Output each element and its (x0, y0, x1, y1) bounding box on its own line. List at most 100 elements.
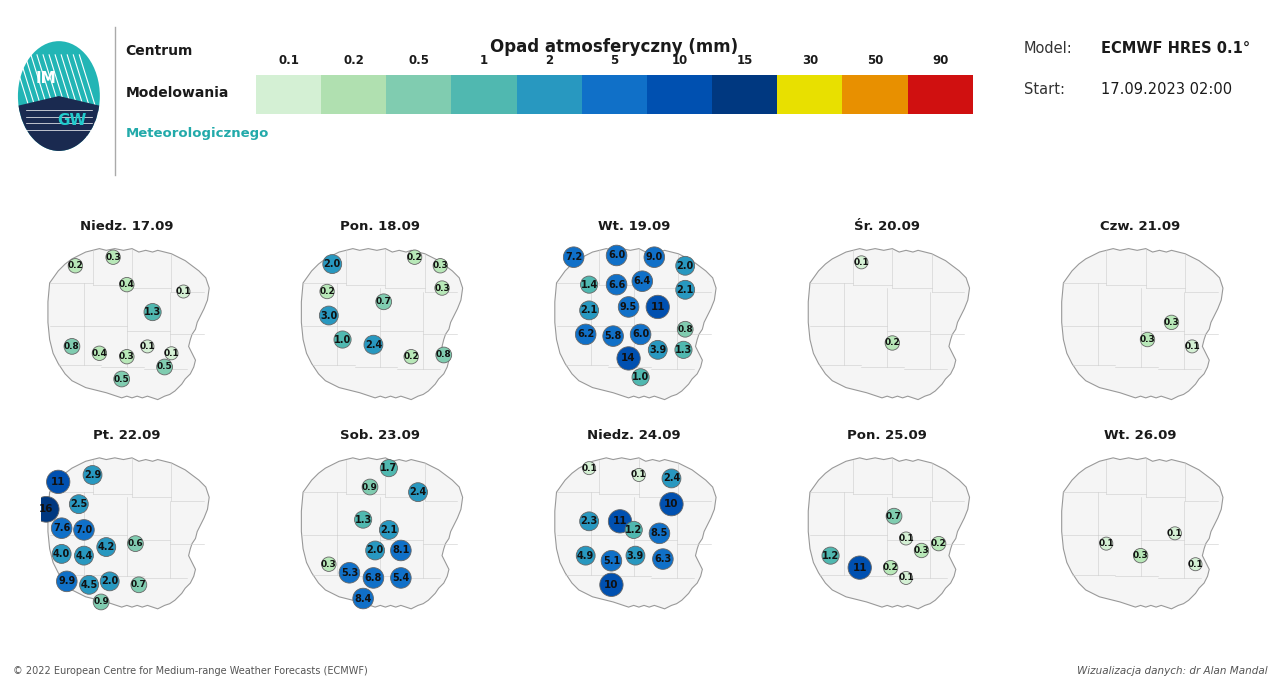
Circle shape (632, 368, 649, 386)
Circle shape (649, 523, 669, 543)
Circle shape (165, 346, 178, 359)
Circle shape (900, 532, 913, 545)
Polygon shape (47, 248, 209, 399)
Polygon shape (808, 458, 969, 608)
Text: 8.4: 8.4 (355, 593, 371, 604)
Text: 3.0: 3.0 (320, 311, 338, 320)
Text: Czw. 21.09: Czw. 21.09 (1101, 220, 1180, 233)
Text: Sob. 23.09: Sob. 23.09 (340, 429, 420, 442)
Text: 15: 15 (736, 54, 753, 67)
Text: 1.3: 1.3 (355, 514, 371, 525)
Text: 7.0: 7.0 (76, 525, 92, 535)
Text: 3.9: 3.9 (627, 551, 644, 560)
Circle shape (320, 306, 338, 325)
Text: 10: 10 (664, 499, 678, 509)
Circle shape (100, 572, 119, 591)
Text: 0.1: 0.1 (1098, 539, 1114, 548)
Text: 6.4: 6.4 (634, 276, 652, 286)
Circle shape (607, 245, 627, 265)
Text: 0.5: 0.5 (408, 54, 429, 67)
Circle shape (323, 255, 342, 274)
Text: IM: IM (36, 71, 56, 86)
Text: 0.3: 0.3 (914, 546, 929, 555)
Circle shape (581, 276, 598, 293)
Text: 8.1: 8.1 (392, 545, 410, 556)
Text: 2.0: 2.0 (101, 576, 118, 587)
Text: 7.6: 7.6 (52, 523, 70, 533)
Text: 6.3: 6.3 (654, 554, 672, 564)
Text: 1.4: 1.4 (581, 280, 598, 289)
Text: 2.4: 2.4 (365, 340, 381, 350)
Text: 0.3: 0.3 (119, 352, 134, 362)
Text: 0.7: 0.7 (886, 512, 902, 521)
Text: 2.0: 2.0 (366, 545, 384, 556)
Polygon shape (301, 458, 462, 608)
Text: 4.4: 4.4 (76, 551, 92, 560)
Text: 17.09.2023 02:00: 17.09.2023 02:00 (1101, 82, 1231, 97)
Bar (908, 75, 973, 114)
Text: 0.1: 0.1 (1167, 529, 1183, 538)
Text: 7.2: 7.2 (564, 252, 582, 262)
Text: 5.8: 5.8 (604, 331, 622, 341)
Text: 0.1: 0.1 (1188, 560, 1203, 569)
Text: © 2022 European Centre for Medium-range Weather Forecasts (ECMWF): © 2022 European Centre for Medium-range … (13, 665, 367, 676)
Text: 0.3: 0.3 (433, 261, 448, 270)
Text: 4.9: 4.9 (577, 551, 594, 560)
Polygon shape (1061, 458, 1222, 608)
Text: 4.2: 4.2 (97, 542, 115, 552)
Text: 0.1: 0.1 (899, 573, 914, 582)
Text: 2: 2 (545, 54, 553, 67)
Text: Wt. 19.09: Wt. 19.09 (598, 220, 669, 233)
Text: 1: 1 (480, 54, 488, 67)
Text: 0.4: 0.4 (91, 348, 108, 358)
Circle shape (33, 497, 59, 522)
Text: 5: 5 (611, 54, 618, 67)
Text: 0.7: 0.7 (376, 297, 392, 306)
Circle shape (900, 571, 913, 584)
Circle shape (855, 256, 868, 269)
Text: 9.0: 9.0 (645, 252, 663, 262)
Circle shape (74, 519, 95, 540)
Text: 14: 14 (621, 353, 636, 364)
Text: 1.3: 1.3 (675, 345, 692, 355)
Text: 0.1: 0.1 (175, 287, 191, 296)
Text: 0.3: 0.3 (1133, 551, 1148, 560)
Bar (712, 75, 777, 114)
Text: 8.5: 8.5 (650, 528, 668, 539)
Text: 0.3: 0.3 (434, 283, 451, 292)
Circle shape (1185, 340, 1198, 353)
Circle shape (626, 546, 645, 565)
Circle shape (106, 250, 120, 264)
Text: 11: 11 (51, 477, 65, 487)
Text: 0.3: 0.3 (105, 252, 122, 261)
Circle shape (603, 326, 623, 346)
Text: 0.3: 0.3 (1164, 318, 1179, 327)
Circle shape (676, 257, 695, 275)
Text: 2.1: 2.1 (380, 525, 398, 535)
Circle shape (83, 466, 102, 484)
Circle shape (436, 347, 452, 363)
Circle shape (676, 281, 695, 299)
Text: 6.6: 6.6 (608, 280, 625, 289)
Circle shape (177, 285, 189, 298)
Text: 2.5: 2.5 (70, 499, 87, 509)
Circle shape (1189, 558, 1202, 571)
Text: 10: 10 (604, 580, 618, 590)
Bar (646, 75, 712, 114)
Text: 10: 10 (672, 54, 687, 67)
Text: 0.2: 0.2 (403, 352, 419, 362)
Polygon shape (808, 248, 969, 399)
Circle shape (632, 469, 645, 482)
Circle shape (618, 296, 639, 317)
Circle shape (408, 483, 428, 501)
Text: 0.7: 0.7 (131, 580, 147, 589)
Text: 0.1: 0.1 (140, 342, 155, 351)
Circle shape (51, 518, 72, 539)
Text: 5.1: 5.1 (603, 556, 620, 566)
Circle shape (364, 567, 384, 588)
Text: 0.1: 0.1 (164, 348, 179, 358)
Text: 0.1: 0.1 (278, 54, 300, 67)
Circle shape (632, 271, 653, 292)
Bar (387, 75, 452, 114)
Circle shape (390, 540, 411, 560)
